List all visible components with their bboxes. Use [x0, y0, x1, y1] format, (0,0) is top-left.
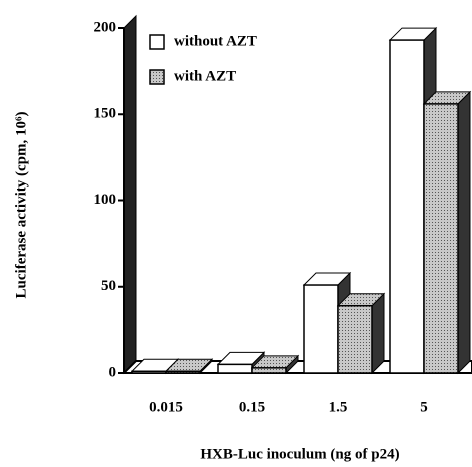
- legend-swatch: [149, 69, 165, 85]
- y-tick-label: 200: [94, 19, 117, 35]
- bar: [217, 363, 253, 374]
- x-tick-label: 0.15: [239, 399, 265, 415]
- side-wall: [123, 14, 137, 375]
- bar: [337, 304, 373, 374]
- bar: [165, 370, 201, 374]
- x-tick-label: 5: [420, 399, 428, 415]
- x-tick-label: 1.5: [329, 399, 348, 415]
- y-tick-label: 150: [94, 106, 117, 122]
- bar: [423, 103, 459, 374]
- bar: [303, 284, 339, 374]
- bar: [251, 367, 287, 374]
- bar: [389, 39, 425, 374]
- y-tick-label: 100: [94, 192, 117, 208]
- y-tick-label: 50: [101, 278, 116, 294]
- bar-side: [371, 292, 385, 375]
- x-tick-label: 0.015: [149, 399, 183, 415]
- y-tick-label: 0: [109, 364, 117, 380]
- legend-swatch: [149, 34, 165, 50]
- legend-label: with AZT: [174, 68, 236, 84]
- bar-side: [457, 90, 471, 375]
- x-axis-label: HXB-Luc inoculum (ng of p24): [200, 446, 399, 462]
- bar: [131, 370, 167, 374]
- legend-label: without AZT: [174, 33, 257, 49]
- y-axis-label: Luciferase activity (cpm, 10⁶): [13, 112, 29, 299]
